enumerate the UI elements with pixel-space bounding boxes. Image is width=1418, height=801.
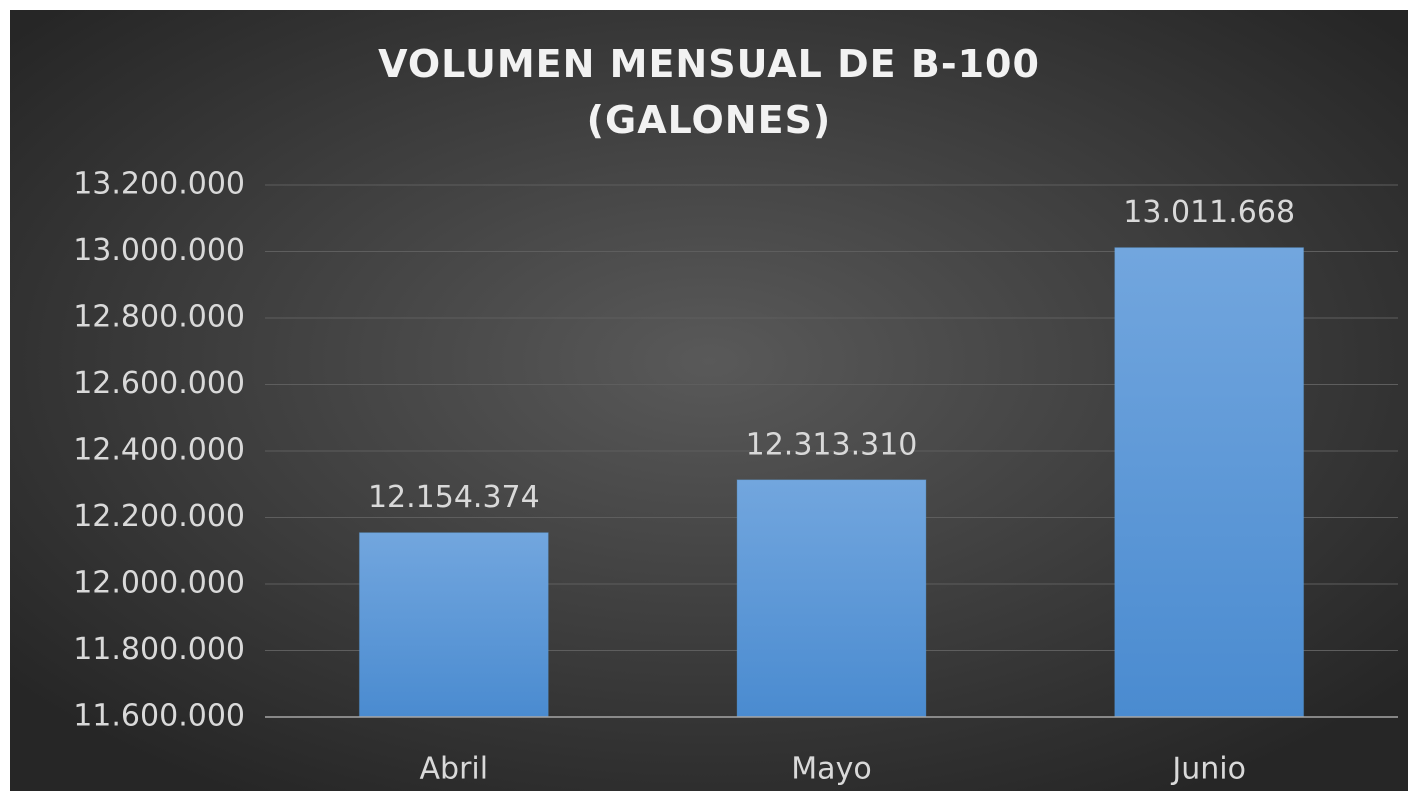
y-tick-label: 13.000.000 [73, 233, 245, 268]
y-tick-label: 11.600.000 [73, 699, 245, 734]
x-tick-label: Abril [420, 752, 489, 787]
data-label: 12.154.374 [368, 480, 540, 515]
y-tick-label: 12.200.000 [73, 499, 245, 534]
y-tick-label: 13.200.000 [73, 167, 245, 202]
x-tick-label: Mayo [791, 752, 871, 787]
y-tick-label: 12.000.000 [73, 566, 245, 601]
y-tick-label: 12.800.000 [73, 300, 245, 335]
bar [736, 479, 927, 718]
data-label: 12.313.310 [746, 427, 918, 462]
data-label: 13.011.668 [1123, 195, 1295, 230]
y-tick-label: 11.800.000 [73, 632, 245, 667]
bar [1114, 247, 1305, 718]
y-tick-label: 12.400.000 [73, 433, 245, 468]
y-tick-label: 12.600.000 [73, 366, 245, 401]
chart-title: VOLUMEN MENSUAL DE B-100 (GALONES) [378, 42, 1040, 142]
bar [358, 532, 549, 718]
x-tick-label: Junio [1170, 752, 1246, 787]
